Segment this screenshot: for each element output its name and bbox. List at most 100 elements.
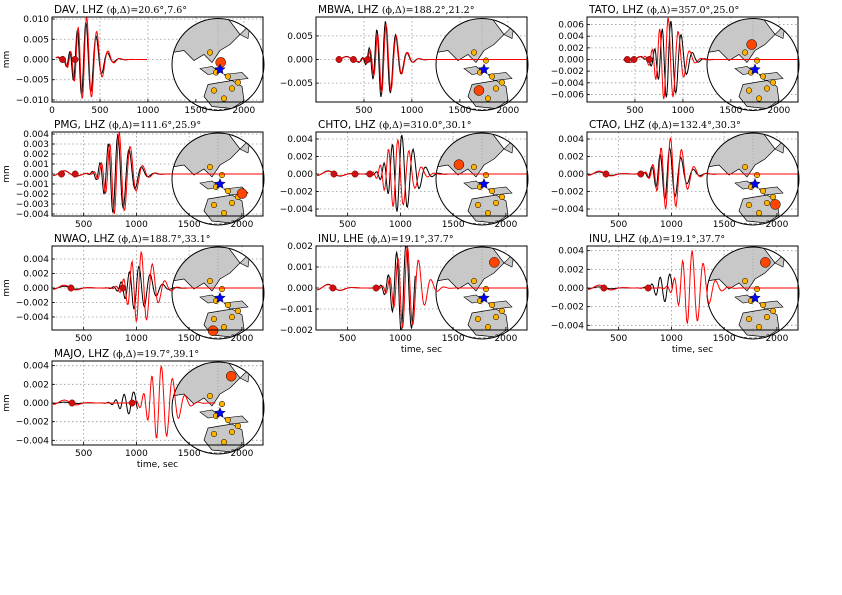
station-marker	[769, 193, 777, 201]
station-marker	[488, 73, 496, 80]
station-marker	[218, 171, 226, 179]
pick-marker	[600, 284, 608, 292]
station-marker	[492, 199, 500, 207]
y-tick-label: 0.000	[558, 284, 584, 294]
station-marker	[755, 95, 763, 102]
x-tick-label: 1500	[719, 106, 742, 116]
y-tick-label: −0.004	[551, 205, 585, 215]
station-marker	[492, 313, 500, 321]
y-tick-label: −0.002	[280, 326, 313, 336]
land-new-zealand	[251, 437, 259, 449]
map-inset	[435, 246, 529, 340]
x-tick-label: 2000	[232, 106, 255, 116]
x-tick-label: 1000	[389, 334, 412, 344]
y-tick-label: 0.000	[287, 56, 313, 66]
panel-9: 500 1000 1500 2000 0.004 0.002 0.000 −0.002 −0.0…	[551, 233, 800, 355]
y-tick-label: 0.004	[23, 130, 49, 140]
x-tick-label: 1500	[442, 220, 465, 230]
station-marker	[234, 79, 242, 86]
star-icon	[749, 177, 761, 189]
y-tick-label: −0.002	[551, 67, 584, 77]
y-tick-label: −0.005	[16, 76, 49, 86]
current-station-marker	[746, 39, 757, 50]
x-tick-label: 1000	[671, 106, 694, 116]
pick-marker	[58, 170, 65, 178]
y-tick-label: 0.010	[23, 15, 49, 25]
panel-4: 500 1000 1500 2000 0.0040.0030.0020.0010.000…	[2, 119, 265, 230]
pick-marker	[71, 56, 79, 63]
y-tick-label: −0.002	[16, 418, 49, 428]
y-tick-label: 0.004	[287, 135, 313, 145]
land-new-zealand	[786, 93, 794, 106]
x-tick-label: 1000	[125, 334, 148, 344]
station-marker	[741, 163, 749, 171]
y-tick-label: 0.003	[23, 140, 49, 150]
y-tick-label: 0.002	[558, 44, 584, 54]
panel-title: INU, LHE (ϕ,Δ)=19.1°,37.7°	[318, 233, 454, 245]
station-marker	[234, 422, 242, 430]
current-station-marker	[489, 257, 500, 268]
star-icon	[749, 63, 761, 75]
x-tick-label: 2000	[230, 334, 253, 344]
y-tick-label: 0.004	[558, 247, 584, 257]
y-tick-label: −0.001	[16, 180, 49, 190]
y-tick-label: 0.006	[558, 21, 584, 31]
y-tick-label: 0.005	[287, 32, 313, 42]
station-marker	[763, 85, 771, 92]
y-tick-label: −0.004	[16, 210, 50, 220]
station-marker	[484, 95, 492, 102]
y-tick-label: −0.006	[551, 90, 585, 100]
synthetic-trace	[623, 17, 798, 100]
pick-marker	[623, 56, 631, 63]
star-icon	[214, 177, 226, 189]
pick-marker	[637, 170, 645, 178]
panel-10: 500 1000 1500 2000 0.004 0.002 0.000 −0.002 −0.0…	[2, 348, 265, 470]
y-tick-label: −0.002	[16, 190, 49, 200]
map-inset	[706, 18, 800, 111]
pick-marker	[351, 170, 359, 178]
panel-title: DAV, LHZ (ϕ,Δ)=20.6°,7.6°	[54, 4, 187, 16]
station-marker	[228, 199, 236, 207]
y-tick-label: 0.004	[558, 135, 584, 145]
y-tick-label: −0.004	[551, 79, 585, 89]
station-marker	[470, 277, 478, 285]
y-tick-label: −0.002	[280, 188, 313, 198]
current-station-marker	[473, 85, 485, 96]
y-tick-label: −0.004	[280, 205, 314, 215]
x-tick-label: 2000	[494, 334, 517, 344]
y-tick-label: 0.000	[23, 399, 49, 409]
x-tick-label: 2000	[496, 106, 519, 116]
y-tick-label: 0.001	[287, 263, 313, 273]
pick-marker	[71, 170, 79, 178]
station-marker	[769, 79, 777, 86]
x-tick-label: 1000	[125, 220, 148, 230]
land-new-zealand	[515, 322, 523, 334]
panel-1: 0 500 1000 1500 2000 0.010 0.005 0.000 −0.005 −0.…	[2, 4, 265, 116]
panel-3: 500 1000 1500 20000.0060.0040.0020.000−0.00…	[551, 4, 800, 116]
panel-2: 500 1000 1500 2000 0.005 0.000 −0.005 MBWA, LHZ…	[280, 4, 529, 116]
x-tick-label: 500	[355, 106, 372, 116]
y-tick-label: 0.002	[287, 153, 313, 163]
y-tick-label: 0.002	[23, 380, 49, 390]
pick-marker	[630, 56, 638, 63]
x-tick-label: 500	[91, 106, 108, 116]
station-marker	[763, 199, 771, 207]
star-icon	[749, 291, 761, 303]
station-marker	[210, 315, 218, 323]
land-new-zealand	[251, 322, 259, 334]
x-axis-label: time, sec	[137, 460, 178, 470]
station-marker	[224, 301, 232, 309]
y-tick-label: 0.002	[558, 265, 584, 275]
station-marker	[759, 73, 767, 80]
station-marker	[210, 430, 218, 438]
station-marker	[745, 201, 753, 209]
y-tick-label: −0.003	[16, 200, 49, 210]
x-tick-label: 500	[75, 449, 92, 459]
y-tick-label: 0.004	[558, 32, 584, 42]
globe-outline	[171, 132, 265, 226]
panel-7: 500 1000 1500 2000 0.004 0.002 0.000 −0.002 −0.0…	[2, 233, 265, 344]
station-marker	[498, 193, 506, 201]
x-tick-label: 2000	[230, 449, 253, 459]
y-tick-label: −0.002	[551, 303, 584, 313]
